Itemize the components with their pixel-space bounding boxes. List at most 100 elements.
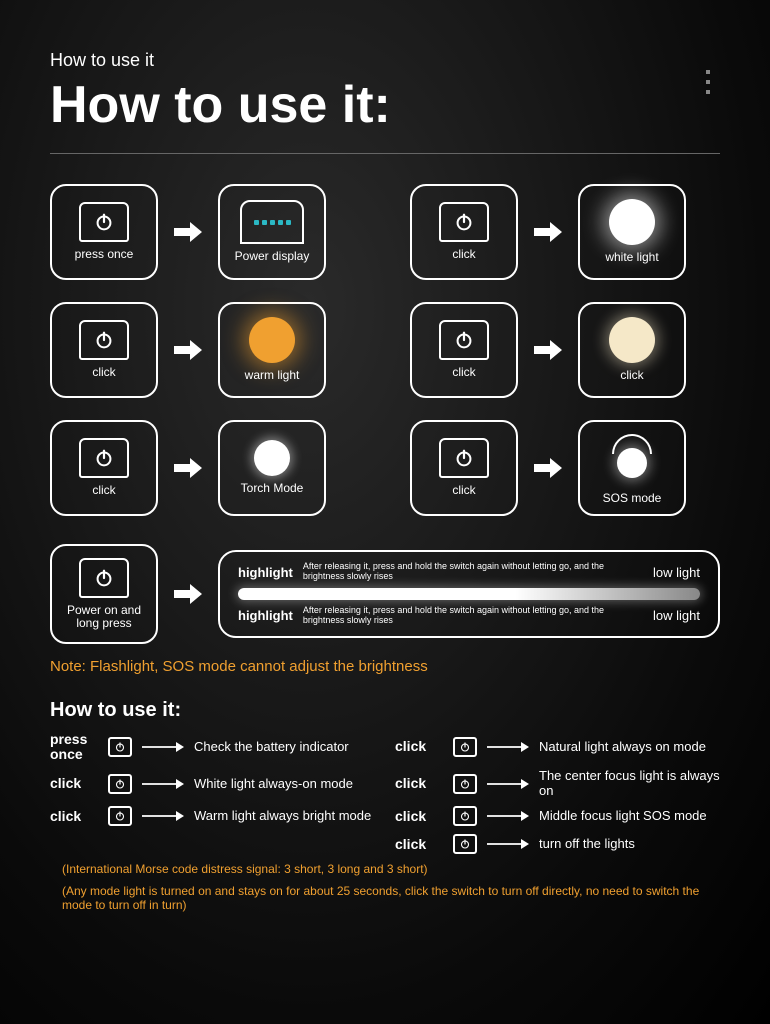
result-label: SOS mode: [603, 492, 662, 505]
power-button-icon: [79, 320, 129, 360]
list-desc: Natural light always on mode: [539, 740, 720, 754]
power-button-icon: [79, 438, 129, 478]
arrow-icon: [487, 810, 529, 822]
power-button-icon: [108, 737, 132, 757]
list-action: click: [395, 809, 443, 824]
power-button-icon: [79, 558, 129, 598]
step-row: click click: [410, 302, 720, 398]
sos-light-icon: [604, 430, 660, 486]
list-action: click: [395, 837, 443, 852]
result-label: Power display: [235, 250, 310, 263]
power-button-icon: [453, 774, 477, 794]
note-text: Note: Flashlight, SOS mode cannot adjust…: [50, 658, 720, 675]
result-label: click: [620, 369, 643, 382]
step-row: click white light: [410, 184, 720, 280]
arrow-icon: [532, 338, 564, 362]
torch-light-icon: [254, 440, 290, 476]
arrow-icon: [172, 582, 204, 606]
list-action: click: [395, 776, 443, 791]
list-item: press once Check the battery indicator: [50, 732, 375, 761]
list-desc: The center focus light is always on: [539, 769, 720, 798]
arrow-icon: [487, 778, 529, 790]
list-action: press once: [50, 732, 98, 761]
list-item: click Warm light always bright mode: [50, 806, 375, 826]
divider: [50, 153, 720, 154]
action-tile: click: [410, 420, 518, 516]
arrow-icon: [487, 838, 529, 850]
arrow-icon: [172, 338, 204, 362]
list-item: click White light always-on mode: [50, 769, 375, 798]
arrow-icon: [142, 741, 184, 753]
action-label: click: [92, 366, 115, 379]
action-tile: click: [50, 302, 158, 398]
list-action: click: [395, 739, 443, 754]
result-label: warm light: [245, 369, 300, 382]
arrow-icon: [172, 456, 204, 480]
list-desc: turn off the lights: [539, 837, 720, 851]
result-tile: white light: [578, 184, 686, 280]
action-label: press once: [75, 248, 134, 261]
list-desc: Check the battery indicator: [194, 740, 375, 754]
step-row: click warm light: [50, 302, 360, 398]
action-tile: Power on and long press: [50, 544, 158, 644]
list-item: click Middle focus light SOS mode: [395, 806, 720, 826]
action-label: click: [452, 484, 475, 497]
list-desc: White light always-on mode: [194, 777, 375, 791]
highlight-label: highlight: [238, 565, 293, 580]
power-button-icon: [108, 774, 132, 794]
result-tile: Power display: [218, 184, 326, 280]
list-item: click The center focus light is always o…: [395, 769, 720, 798]
arrow-icon: [172, 220, 204, 244]
list-desc: Warm light always bright mode: [194, 809, 375, 823]
power-button-icon: [453, 806, 477, 826]
brightness-slider: [238, 588, 700, 600]
list-action: click: [50, 776, 98, 791]
steps-grid: press once Power display click white lig…: [50, 184, 720, 644]
power-button-icon: [453, 737, 477, 757]
power-button-icon: [108, 806, 132, 826]
action-tile: click: [410, 302, 518, 398]
warm-light-icon: [249, 317, 295, 363]
step-row: press once Power display: [50, 184, 360, 280]
step-row: click SOS mode: [410, 420, 720, 516]
result-tile: warm light: [218, 302, 326, 398]
result-tile: click: [578, 302, 686, 398]
step-row: click Torch Mode: [50, 420, 360, 516]
arrow-icon: [487, 741, 529, 753]
action-label: click: [452, 366, 475, 379]
power-button-icon: [439, 438, 489, 478]
power-button-icon: [439, 202, 489, 242]
action-tile: press once: [50, 184, 158, 280]
result-label: Torch Mode: [241, 482, 304, 495]
action-label: click: [452, 248, 475, 261]
power-button-icon: [79, 202, 129, 242]
list-action: click: [50, 809, 98, 824]
power-display-icon: [240, 200, 304, 244]
arrow-icon: [532, 456, 564, 480]
brightness-panel: highlight After releasing it, press and …: [218, 550, 720, 638]
action-label: Power on and long press: [58, 604, 150, 630]
list-item: click Natural light always on mode: [395, 732, 720, 761]
highlight-label: highlight: [238, 608, 293, 623]
footnote-1: (International Morse code distress signa…: [62, 862, 720, 876]
list-item: click turn off the lights: [395, 834, 720, 854]
arrow-icon: [142, 810, 184, 822]
arrow-icon: [142, 778, 184, 790]
section2-title: How to use it:: [50, 699, 720, 722]
decorative-dots: [706, 70, 710, 94]
brightness-row: Power on and long press highlight After …: [50, 544, 720, 644]
power-button-icon: [453, 834, 477, 854]
cream-light-icon: [609, 317, 655, 363]
white-light-icon: [609, 199, 655, 245]
brightness-desc-top: After releasing it, press and hold the s…: [303, 562, 643, 582]
action-tile: click: [50, 420, 158, 516]
result-tile: Torch Mode: [218, 420, 326, 516]
page-subtitle: How to use it: [50, 50, 720, 71]
lowlight-label: low light: [653, 608, 700, 623]
arrow-icon: [532, 220, 564, 244]
page-title: How to use it:: [50, 75, 720, 135]
lowlight-label: low light: [653, 565, 700, 580]
action-tile: click: [410, 184, 518, 280]
footnote-2: (Any mode light is turned on and stays o…: [62, 884, 720, 912]
brightness-desc-bottom: After releasing it, press and hold the s…: [303, 606, 643, 626]
